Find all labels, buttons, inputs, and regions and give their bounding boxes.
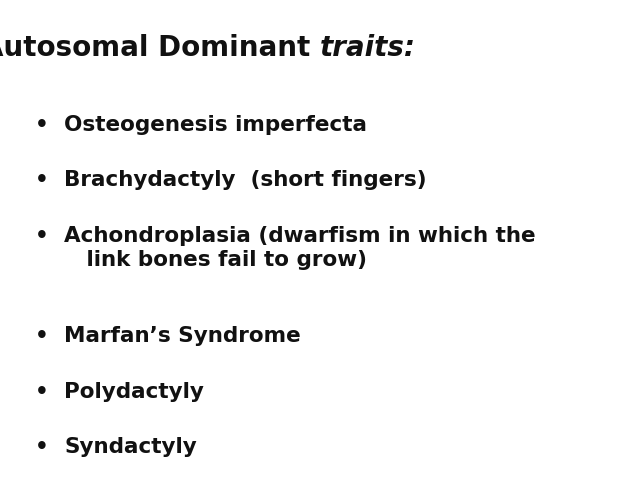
Text: traits:: traits: — [320, 34, 416, 61]
Text: •: • — [35, 226, 49, 246]
Text: •: • — [35, 170, 49, 191]
Text: Marfan’s Syndrome: Marfan’s Syndrome — [64, 326, 301, 347]
Text: Osteogenesis imperfecta: Osteogenesis imperfecta — [64, 115, 367, 135]
Text: Autosomal Dominant: Autosomal Dominant — [0, 34, 320, 61]
Text: •: • — [35, 437, 49, 457]
Text: •: • — [35, 326, 49, 347]
Text: Polydactyly: Polydactyly — [64, 382, 204, 402]
Text: Achondroplasia (dwarfism in which the
   link bones fail to grow): Achondroplasia (dwarfism in which the li… — [64, 226, 536, 270]
Text: Syndactyly: Syndactyly — [64, 437, 196, 457]
Text: Brachydactyly  (short fingers): Brachydactyly (short fingers) — [64, 170, 427, 191]
Text: •: • — [35, 115, 49, 135]
Text: •: • — [35, 382, 49, 402]
